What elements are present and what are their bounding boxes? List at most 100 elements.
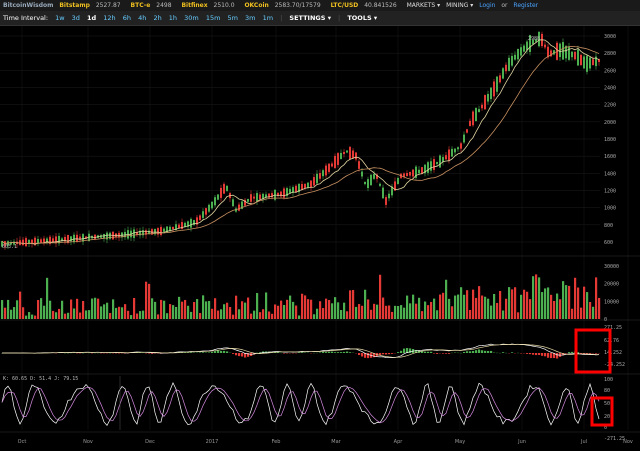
candle-body xyxy=(571,51,573,58)
macd-histogram-bar xyxy=(232,353,235,354)
brand-logo[interactable]: BitcoinWisdom xyxy=(3,2,54,9)
macd-histogram-bar xyxy=(445,353,448,354)
ticker-bitstamp[interactable]: Bitstamp 2527.87 xyxy=(59,2,121,9)
price-tick-label: 2000 xyxy=(604,120,616,126)
interval-30m[interactable]: 30m xyxy=(184,14,199,22)
interval-15m[interactable]: 15m xyxy=(205,14,221,22)
candle-body xyxy=(94,234,96,240)
time-tick-label: 2017 xyxy=(206,439,219,445)
macd-histogram-bar xyxy=(463,351,466,353)
candle-body xyxy=(226,185,228,191)
interval-6h[interactable]: 6h xyxy=(122,14,132,22)
interval-1w[interactable]: 1w xyxy=(55,14,65,22)
volume-bar xyxy=(349,290,352,319)
volume-bar xyxy=(550,294,553,319)
candle-body xyxy=(295,185,297,193)
macd-histogram-bar xyxy=(475,350,478,353)
ticker-okcoin[interactable]: OKCoin 2583.70/17579 xyxy=(244,2,321,9)
price-tick-label: 2800 xyxy=(604,51,616,57)
candle-body xyxy=(442,157,444,162)
macd-histogram-bar xyxy=(526,353,529,354)
macd-histogram-bar xyxy=(235,353,238,356)
login-link[interactable]: Login xyxy=(479,2,496,9)
interval-1h[interactable]: 1h xyxy=(168,14,178,22)
ticker-bitfinex[interactable]: Bitfinex 2510.0 xyxy=(181,2,235,9)
volume-bar xyxy=(388,305,391,319)
ticker-ltcusd[interactable]: LTC/USD 40.841526 xyxy=(330,2,397,9)
volume-bar xyxy=(85,310,88,319)
volume-bar xyxy=(220,309,223,319)
volume-bar xyxy=(76,298,79,319)
volume-bar xyxy=(376,304,379,319)
volume-bar xyxy=(1,300,4,319)
tools-menu[interactable]: TOOLS ▾ xyxy=(347,14,378,22)
candle-body xyxy=(370,174,372,186)
macd-histogram-bar xyxy=(262,351,265,353)
macd-histogram-bar xyxy=(553,353,556,359)
macd-histogram-bar xyxy=(277,352,280,353)
candle-body xyxy=(253,196,255,199)
price-tick-label: 1200 xyxy=(604,189,616,195)
volume-bar xyxy=(88,310,91,319)
candle-body xyxy=(472,111,474,126)
volume-bar xyxy=(199,313,202,319)
candle-body xyxy=(244,199,246,206)
interval-2h[interactable]: 2h xyxy=(153,14,162,22)
interval-4h[interactable]: 4h xyxy=(138,14,147,22)
volume-bar xyxy=(505,298,508,319)
macd-histogram-bar xyxy=(442,353,445,354)
ticker-btce[interactable]: BTC-e 2498 xyxy=(130,2,172,9)
candle-body xyxy=(421,167,423,174)
settings-menu[interactable]: SETTINGS ▾ xyxy=(289,14,331,22)
volume-bar xyxy=(514,287,517,319)
interval-12h[interactable]: 12h xyxy=(103,14,116,22)
chart-grid xyxy=(0,26,629,430)
markets-menu[interactable]: MARKETS ▾ xyxy=(406,2,441,9)
candle-body xyxy=(514,54,516,60)
macd-histogram-bar xyxy=(484,350,487,353)
interval-1d[interactable]: 1d xyxy=(87,14,97,22)
volume-bar xyxy=(496,302,499,319)
macd-histogram-bar xyxy=(241,353,244,357)
volume-bar xyxy=(490,305,493,319)
macd-histogram-bar xyxy=(337,352,340,353)
volume-bar xyxy=(256,293,259,319)
candle-body xyxy=(496,76,498,92)
volume-bar xyxy=(148,283,151,319)
register-link[interactable]: Register xyxy=(513,2,539,9)
macd-histogram-bar xyxy=(391,353,394,354)
macd-histogram-bar xyxy=(571,351,574,353)
macd-tick-label: 14.252 xyxy=(604,350,622,356)
macd-histogram-bar xyxy=(469,351,472,353)
volume-bar xyxy=(478,286,481,319)
candle-body xyxy=(22,239,24,246)
volume-bar xyxy=(160,299,163,319)
volume-bar xyxy=(535,274,538,319)
volume-bar xyxy=(163,300,166,319)
volume-bar xyxy=(343,302,346,319)
price-peak-label: 2988 xyxy=(528,36,540,42)
macd-histogram-bar xyxy=(346,351,349,353)
volume-bar xyxy=(232,314,235,319)
price-chart[interactable]: 3000280026002400220020001800160014001200… xyxy=(0,26,640,451)
candle-body xyxy=(397,177,399,185)
volume-bar xyxy=(481,295,484,319)
candle-body xyxy=(238,204,240,211)
candle-body xyxy=(307,182,309,188)
candle-body xyxy=(502,68,504,79)
macd-histogram-bar xyxy=(472,351,475,353)
interval-1m[interactable]: 1m xyxy=(262,14,274,22)
volume-bar xyxy=(211,308,214,319)
volume-bar xyxy=(226,302,229,319)
interval-3m[interactable]: 3m xyxy=(245,14,256,22)
interval-3d[interactable]: 3d xyxy=(71,14,80,22)
candle-body xyxy=(460,143,462,149)
ma-fast-line xyxy=(1,39,600,245)
candle-body xyxy=(208,204,210,212)
macd-line xyxy=(2,343,600,359)
macd-histogram-bar xyxy=(322,351,325,353)
volume-bar xyxy=(508,287,511,319)
mining-menu[interactable]: MINING ▾ xyxy=(446,2,474,9)
interval-5m[interactable]: 5m xyxy=(227,14,238,22)
candle-body xyxy=(454,148,456,153)
